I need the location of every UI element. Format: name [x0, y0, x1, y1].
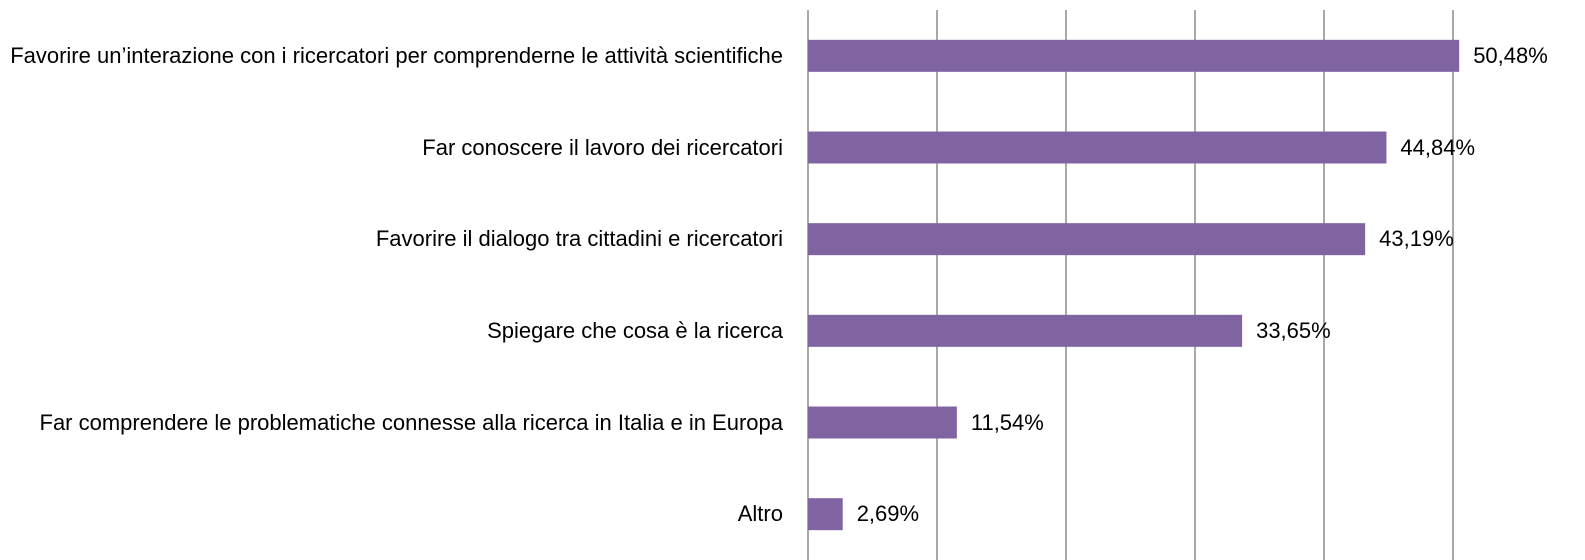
value-label: 43,19%	[1379, 226, 1454, 252]
category-label: Favorire un’interazione con i ricercator…	[10, 42, 783, 68]
category-label: Far comprendere le problematiche conness…	[39, 409, 784, 435]
bar	[808, 498, 843, 531]
category-label: Altro	[737, 501, 783, 527]
bar	[808, 131, 1387, 164]
category-label: Favorire il dialogo tra cittadini e rice…	[375, 226, 783, 252]
value-label: 11,54%	[970, 409, 1044, 435]
value-label: 2,69%	[856, 501, 920, 527]
bar	[808, 314, 1243, 347]
value-label: 50,48%	[1473, 42, 1548, 68]
value-label: 33,65%	[1256, 317, 1331, 343]
category-label: Spiegare che cosa è la ricerca	[487, 317, 783, 343]
bar	[808, 223, 1366, 256]
bar	[808, 406, 957, 439]
category-label: Far conoscere il lavoro dei ricercatori	[422, 134, 783, 160]
value-label: 44,84%	[1400, 134, 1476, 160]
bar	[808, 39, 1460, 72]
